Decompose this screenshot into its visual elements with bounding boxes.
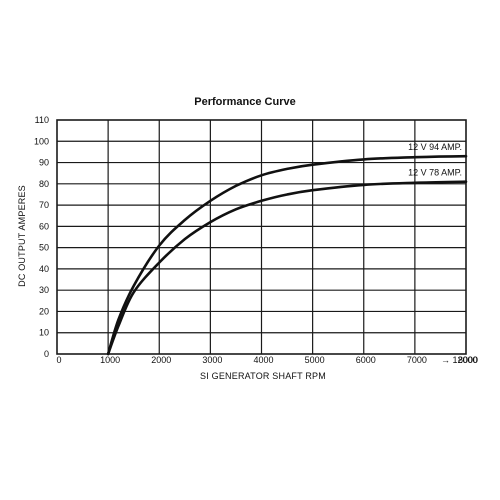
grid-lines bbox=[56, 119, 467, 355]
x-tick-label: 4000 bbox=[253, 355, 273, 365]
x-tick-label: 6000 bbox=[356, 355, 376, 365]
series-label-1: 12 V 94 AMP. bbox=[408, 142, 462, 152]
plot-frame bbox=[56, 119, 467, 355]
y-tick-label: 50 bbox=[39, 243, 49, 253]
x-tick-label: 0 bbox=[56, 355, 61, 365]
x-tick-label: 3000 bbox=[202, 355, 222, 365]
x-tick-label: 1000 bbox=[100, 355, 120, 365]
series-line-1 bbox=[106, 154, 468, 356]
y-axis-label: DC OUTPUT AMPERES bbox=[17, 185, 27, 287]
y-tick-label: 10 bbox=[39, 328, 49, 338]
y-tick-label: 40 bbox=[39, 264, 49, 274]
chart-title: Performance Curve bbox=[194, 96, 296, 108]
series-labels: 12 V 94 AMP. 12 V 78 AMP. bbox=[408, 142, 462, 178]
x-tick-label: 2000 bbox=[151, 355, 171, 365]
y-tick-label: 70 bbox=[39, 200, 49, 210]
x-tick-label-extra: → 12000 bbox=[441, 355, 478, 365]
x-tick-label: 7000 bbox=[407, 355, 427, 365]
x-tick-label: 5000 bbox=[305, 355, 325, 365]
series-line-2 bbox=[106, 180, 468, 356]
y-tick-label: 90 bbox=[39, 158, 49, 168]
x-tick-label: 8000 bbox=[458, 355, 478, 365]
y-tick-label: 0 bbox=[44, 349, 49, 359]
y-tick-label: 110 bbox=[35, 115, 49, 125]
series-label-2: 12 V 78 AMP. bbox=[408, 168, 462, 178]
tick-labels: 0 10 20 30 40 50 60 70 80 90 100 110 0 1000 2000 3000 40… bbox=[34, 115, 478, 365]
y-tick-label: 80 bbox=[39, 179, 49, 189]
y-tick-label: 20 bbox=[39, 306, 49, 316]
series-curves bbox=[106, 154, 468, 356]
y-tick-label: 60 bbox=[39, 221, 49, 231]
x-axis-label: SI GENERATOR SHAFT RPM bbox=[200, 371, 326, 381]
y-tick-label: 100 bbox=[34, 136, 49, 146]
y-tick-label: 30 bbox=[39, 285, 49, 295]
